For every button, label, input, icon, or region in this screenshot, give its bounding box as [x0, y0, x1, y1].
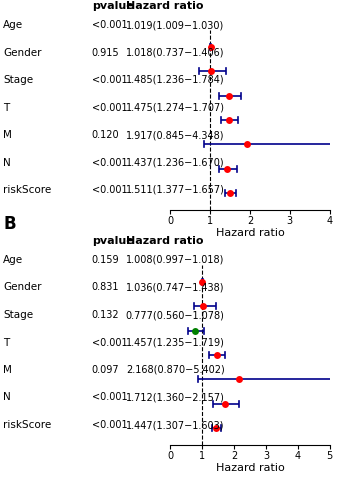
- Text: 1.447(1.307−1.603): 1.447(1.307−1.603): [126, 420, 224, 430]
- Text: <0.001: <0.001: [92, 158, 128, 168]
- Text: 0.915: 0.915: [92, 48, 119, 58]
- Text: Stage: Stage: [3, 310, 34, 320]
- Text: <0.001: <0.001: [92, 102, 128, 113]
- Text: 0.159: 0.159: [92, 255, 119, 265]
- X-axis label: Hazard ratio: Hazard ratio: [216, 464, 284, 473]
- Text: 0.831: 0.831: [92, 282, 119, 292]
- Text: 1.712(1.360−2.157): 1.712(1.360−2.157): [126, 392, 225, 402]
- Text: 1.437(1.236−1.670): 1.437(1.236−1.670): [126, 158, 224, 168]
- Text: B: B: [3, 214, 16, 232]
- Text: Gender: Gender: [3, 48, 42, 58]
- Text: <0.001: <0.001: [92, 185, 128, 195]
- Text: Stage: Stage: [3, 75, 34, 85]
- Text: 1.475(1.274−1.707): 1.475(1.274−1.707): [126, 102, 225, 113]
- Text: Age: Age: [3, 255, 23, 265]
- Text: <0.001: <0.001: [92, 392, 128, 402]
- Text: T: T: [3, 338, 10, 347]
- Text: 1.036(0.747−1.438): 1.036(0.747−1.438): [126, 282, 224, 292]
- Text: Gender: Gender: [3, 282, 42, 292]
- Text: 1.917(0.845−4.348): 1.917(0.845−4.348): [126, 130, 224, 140]
- Text: 1.457(1.235−1.719): 1.457(1.235−1.719): [126, 338, 225, 347]
- Text: Hazard ratio: Hazard ratio: [126, 1, 203, 11]
- Text: 0.132: 0.132: [92, 310, 119, 320]
- Text: riskScore: riskScore: [3, 420, 52, 430]
- Text: N: N: [3, 158, 11, 168]
- Text: 1.008(0.997−1.018): 1.008(0.997−1.018): [126, 255, 224, 265]
- Text: 1.511(1.377−1.657): 1.511(1.377−1.657): [126, 185, 225, 195]
- Text: <0.001: <0.001: [92, 20, 128, 30]
- Text: pvalue: pvalue: [92, 236, 134, 246]
- Text: 2.168(0.870−5.402): 2.168(0.870−5.402): [126, 365, 224, 375]
- Text: T: T: [3, 102, 10, 113]
- Text: 0.120: 0.120: [92, 130, 119, 140]
- Text: Hazard ratio: Hazard ratio: [126, 236, 203, 246]
- Text: <0.001: <0.001: [92, 420, 128, 430]
- Text: pvalue: pvalue: [92, 1, 134, 11]
- Text: <0.001: <0.001: [92, 75, 128, 85]
- Text: Age: Age: [3, 20, 23, 30]
- Text: M: M: [3, 130, 12, 140]
- Text: 1.485(1.236−1.784): 1.485(1.236−1.784): [126, 75, 224, 85]
- Text: 1.019(1.009−1.030): 1.019(1.009−1.030): [126, 20, 224, 30]
- Text: 0.097: 0.097: [92, 365, 119, 375]
- Text: 1.018(0.737−1.406): 1.018(0.737−1.406): [126, 48, 224, 58]
- Text: M: M: [3, 365, 12, 375]
- Text: <0.001: <0.001: [92, 338, 128, 347]
- Text: N: N: [3, 392, 11, 402]
- X-axis label: Hazard ratio: Hazard ratio: [216, 228, 284, 238]
- Text: 0.777(0.560−1.078): 0.777(0.560−1.078): [126, 310, 225, 320]
- Text: riskScore: riskScore: [3, 185, 52, 195]
